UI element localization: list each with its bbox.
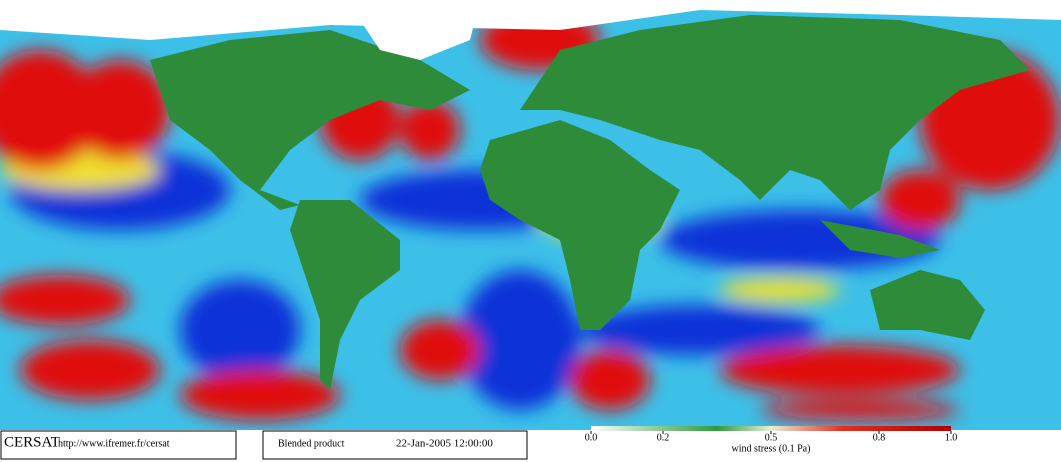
- south-america: [290, 200, 400, 390]
- logo-box: [0, 430, 237, 460]
- logo: CERSAT: [4, 434, 60, 450]
- colorbar-tick-label: 0.2: [657, 432, 670, 443]
- url: http://www.ifremer.fr/cersat: [58, 438, 170, 449]
- land: [150, 15, 1030, 390]
- colorbar-tick-label: 1.0: [945, 432, 958, 443]
- eurasia: [520, 15, 1030, 210]
- wind-field: [0, 10, 1060, 420]
- indonesia: [820, 220, 940, 258]
- colorbar-tick-label: 0.0: [585, 432, 598, 443]
- polar-cap: [0, 0, 1061, 40]
- australia: [870, 270, 985, 340]
- colorbar-tick-label: 0.8: [873, 432, 886, 443]
- colorbar-label: wind stress (0.1 Pa): [732, 443, 811, 454]
- info-box: [262, 430, 528, 460]
- africa: [480, 120, 680, 330]
- product: Blended product: [278, 438, 345, 449]
- north-america: [150, 30, 470, 210]
- colorbar-tick-label: 0.5: [765, 432, 778, 443]
- colorbar: [591, 426, 951, 431]
- date: 22-Jan-2005 12:00:00: [396, 438, 493, 450]
- colorbar-ticks: 0.0 0.2 0.5 0.8 1.0: [585, 431, 958, 443]
- map: [0, 0, 1061, 430]
